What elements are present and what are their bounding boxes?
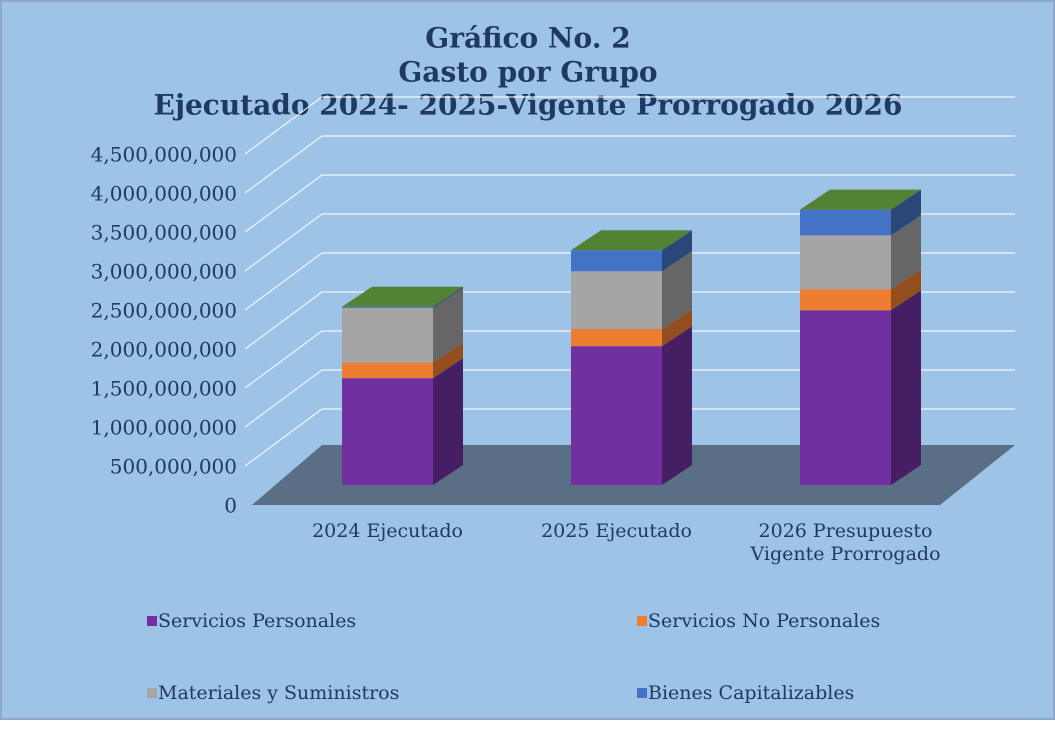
grid-line [244,291,1015,350]
bar [571,346,662,485]
legend-label: Bienes Capitalizables [648,682,854,704]
y-tick-label: 2,000,000,000 [91,338,237,362]
y-tick-label: 0 [224,494,237,518]
grid-line [244,330,1015,389]
grid-line [244,174,1015,233]
legend-label: Materiales y Suministros [158,682,399,704]
legend-swatch [637,616,647,626]
y-tick-label: 1,500,000,000 [91,377,237,401]
grid-line [244,369,1015,428]
legend-swatch [147,688,157,698]
x-tick-label: 2026 Presupuesto Vigente Prorrogado [750,520,941,565]
bar-side [891,290,921,485]
bar-side [662,230,692,272]
legend-label: Servicios Personales [158,610,356,632]
bar [800,209,891,236]
legend-swatch [147,616,157,626]
chart-title: Gráfico No. 2 [425,22,630,55]
y-tick-label: 4,500,000,000 [91,143,237,167]
bar-top [800,189,921,210]
bar-side [891,269,921,311]
y-tick-label: 4,000,000,000 [91,182,237,206]
bar-side [433,342,463,379]
bar [342,307,433,363]
bar-side [433,287,463,363]
grid-line [244,252,1015,311]
bar [571,250,662,272]
bar-side [433,358,463,485]
bar [800,310,891,485]
chart-title: Ejecutado 2024- 2025-Vigente Prorrogado … [153,89,902,122]
y-tick-label: 3,000,000,000 [91,260,237,284]
bar-side [891,189,921,236]
grid-line [244,96,1015,155]
grid-line [244,213,1015,272]
bar [571,271,662,329]
grid-line [244,135,1015,194]
legend-label: Servicios No Personales [648,610,880,632]
bar [342,362,433,379]
bar-side [662,251,692,329]
bar [342,306,433,308]
grid-line [244,408,1015,467]
bar [342,378,433,485]
y-tick-label: 500,000,000 [110,455,237,479]
bar [800,235,891,290]
y-tick-label: 2,500,000,000 [91,299,237,323]
bar-side [662,309,692,347]
x-tick-label: 2024 Ejecutado [312,520,463,542]
x-tick-label: 2025 Ejecutado [541,520,692,542]
chart-title: Gasto por Grupo [398,56,657,89]
bar-top [342,286,463,307]
y-tick-label: 1,000,000,000 [91,416,237,440]
legend-swatch [637,688,647,698]
bar-side [433,286,463,308]
bar [800,289,891,311]
bar-side [891,215,921,290]
bar-top [571,230,692,251]
bar [571,329,662,347]
bar-side [662,326,692,485]
y-tick-label: 3,500,000,000 [91,221,237,245]
